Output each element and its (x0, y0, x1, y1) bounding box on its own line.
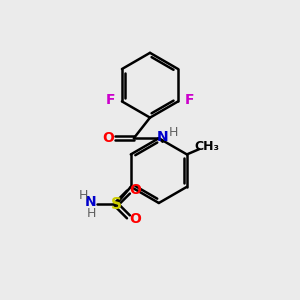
Text: H: H (169, 126, 178, 140)
Text: CH₃: CH₃ (194, 140, 219, 153)
Text: H: H (86, 207, 96, 220)
Text: F: F (106, 93, 116, 107)
Text: O: O (129, 183, 141, 197)
Text: S: S (111, 197, 122, 212)
Text: F: F (184, 93, 194, 107)
Text: O: O (129, 212, 141, 226)
Text: N: N (157, 130, 169, 144)
Text: H: H (79, 189, 88, 202)
Text: O: O (102, 131, 114, 145)
Text: N: N (85, 194, 97, 208)
